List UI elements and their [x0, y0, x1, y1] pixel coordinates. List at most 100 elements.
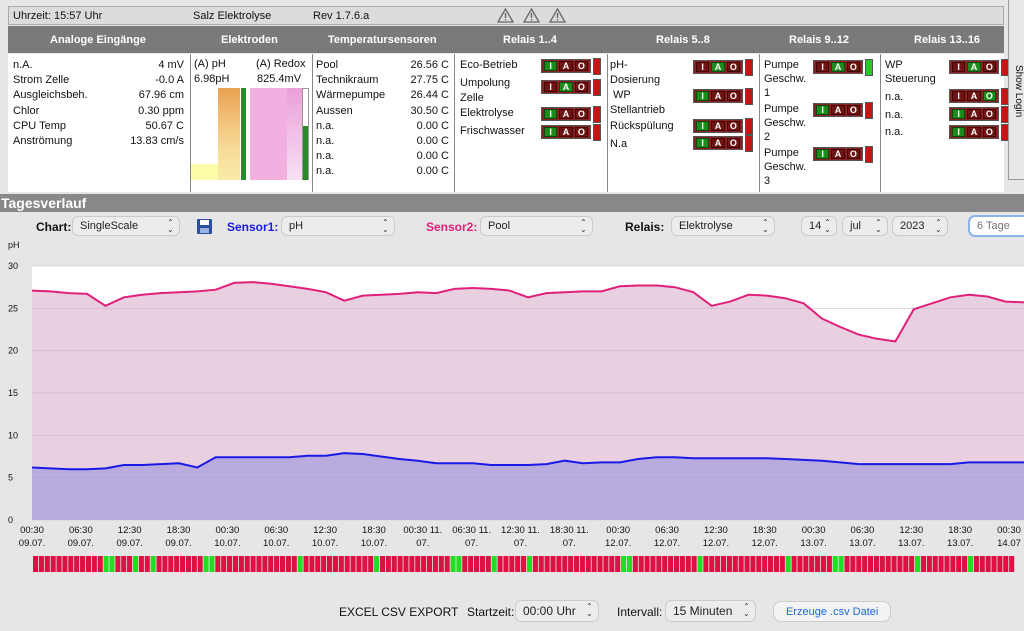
relay-mode-button[interactable]: O — [726, 62, 740, 72]
relay-mode-button[interactable]: O — [726, 138, 740, 148]
y-tick-label: 30 — [8, 261, 18, 271]
relay-mode-button[interactable]: A — [711, 62, 725, 72]
relay-mode-button[interactable]: O — [574, 61, 588, 71]
warning-icon[interactable] — [523, 8, 540, 23]
start-time-select[interactable]: 00:00 Uhr — [515, 600, 599, 622]
save-icon[interactable] — [196, 218, 213, 235]
relay-mode-button[interactable]: I — [544, 82, 558, 92]
range-input[interactable] — [968, 215, 1024, 237]
relay-mode-button[interactable]: A — [967, 91, 981, 101]
relay-mode-button[interactable]: O — [726, 91, 740, 101]
analog-label: n.A. — [13, 59, 33, 71]
relay-mode-button[interactable]: O — [982, 91, 996, 101]
relay-label: Pumpe — [764, 147, 799, 159]
temp-label: n.a. — [316, 135, 335, 147]
relay-mode-button[interactable]: I — [544, 127, 558, 137]
series-line-Pool — [31, 281, 1024, 343]
relay-mode-button[interactable]: I — [696, 121, 710, 131]
relay-state-cell — [409, 556, 415, 572]
relay-mode-button[interactable]: A — [559, 82, 573, 92]
relay-mode-button[interactable]: I — [952, 127, 966, 137]
relay-mode-button[interactable]: O — [726, 121, 740, 131]
warning-icon[interactable] — [549, 8, 566, 23]
relay-mode-button[interactable]: A — [711, 138, 725, 148]
relay-state-cell — [944, 556, 950, 572]
relay-state-cell — [621, 556, 627, 572]
relay-mode-button[interactable]: A — [831, 105, 845, 115]
relay-state-cell — [185, 556, 191, 572]
relay-mode-button[interactable]: O — [982, 127, 996, 137]
year-select[interactable]: 2023 — [892, 216, 948, 236]
relay-mode-button[interactable]: O — [846, 105, 860, 115]
relay-mode-button[interactable]: I — [952, 91, 966, 101]
relay-state-cell — [274, 556, 280, 572]
relay-mode-button[interactable]: I — [696, 62, 710, 72]
relay-mode-button[interactable]: I — [696, 138, 710, 148]
sensor1-select[interactable]: pH — [281, 216, 395, 236]
create-csv-button[interactable]: Erzeuge .csv Datei — [773, 601, 892, 622]
relay-mode-button[interactable]: I — [952, 109, 966, 119]
relay-mode-button[interactable]: O — [574, 82, 588, 92]
relay-mode-button[interactable]: A — [967, 109, 981, 119]
relay-state-cell — [109, 556, 115, 572]
interval-select[interactable]: 15 Minuten — [665, 600, 756, 622]
relay-mode-button[interactable]: A — [831, 62, 845, 72]
relay-state-cell — [297, 556, 303, 572]
relay-mode-button[interactable]: A — [559, 127, 573, 137]
warning-icon[interactable] — [497, 8, 514, 23]
relay-mode-button[interactable]: O — [846, 149, 860, 159]
chart-controls: Chart: SingleScale Sensor1: pH Sensor2: … — [0, 213, 1024, 239]
analog-value: 0.30 ppm — [138, 104, 184, 117]
relay-mode-button[interactable]: I — [952, 62, 966, 72]
month-select[interactable]: jul — [842, 216, 888, 236]
relay-state-cell — [562, 556, 568, 572]
relay-mode-button[interactable]: I — [816, 105, 830, 115]
relay-mode-button[interactable]: O — [982, 62, 996, 72]
relay-mode-button[interactable]: A — [711, 91, 725, 101]
show-login-tab[interactable]: Show Login — [1008, 0, 1024, 180]
relay-state-cell — [91, 556, 97, 572]
relay-state-cell — [327, 556, 333, 572]
relay-mode-button[interactable]: I — [816, 62, 830, 72]
x-tick-date: 10.07. — [361, 538, 387, 549]
relay-state-cell — [438, 556, 444, 572]
relay-mode-button[interactable]: O — [846, 62, 860, 72]
relay-mode-button[interactable]: I — [544, 109, 558, 119]
relay-state-cell — [127, 556, 133, 572]
chart-type-select[interactable]: SingleScale — [72, 216, 180, 236]
relay-mode-button[interactable]: A — [967, 127, 981, 137]
relais-select[interactable]: Elektrolyse — [671, 216, 775, 236]
x-tick-date: 07. — [563, 538, 576, 549]
relay-mode-button[interactable]: I — [696, 91, 710, 101]
relay-mode-button[interactable]: O — [574, 127, 588, 137]
x-tick-label: 00:30 11. 07. — [403, 525, 442, 549]
day-select[interactable]: 14 — [801, 216, 837, 236]
relay-mode-button[interactable]: O — [982, 109, 996, 119]
header-relais-1: Relais 1..4 — [503, 34, 557, 46]
relay-mode-button[interactable]: I — [544, 61, 558, 71]
relay-indicator — [865, 146, 873, 163]
relay-mode-button[interactable]: A — [967, 62, 981, 72]
relay-mode-button[interactable]: A — [559, 109, 573, 119]
relay-mode-button[interactable]: A — [559, 61, 573, 71]
relay-mode-button[interactable]: I — [816, 149, 830, 159]
sensor2-select[interactable]: Pool — [480, 216, 593, 236]
relay-mode-button[interactable]: A — [831, 149, 845, 159]
relay-mode-button[interactable]: A — [711, 121, 725, 131]
relay-mode-button[interactable]: O — [574, 109, 588, 119]
